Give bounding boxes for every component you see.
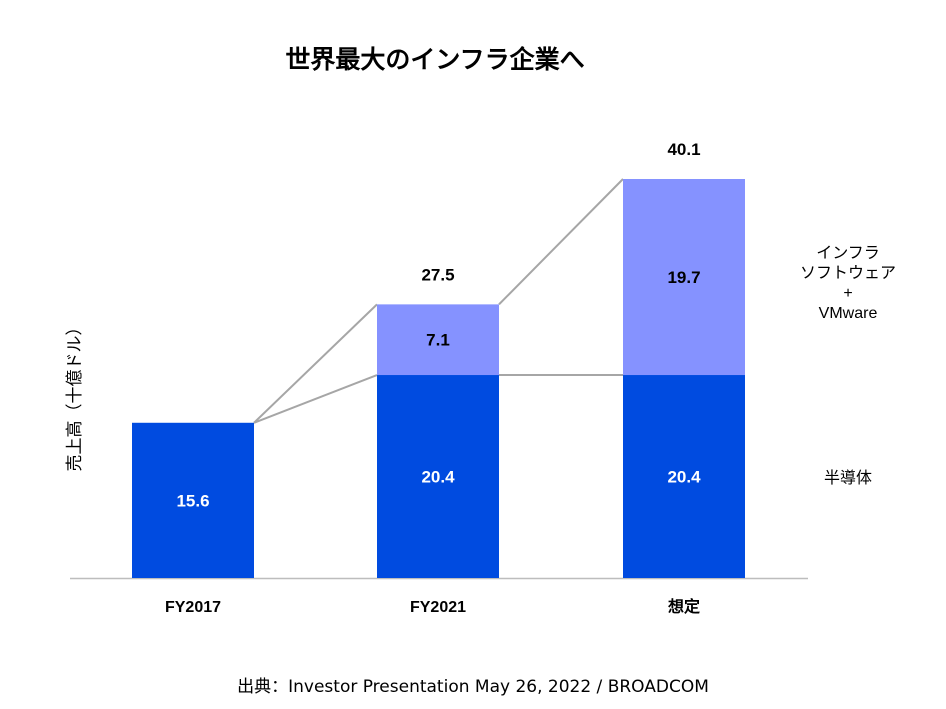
- series-label: 半導体: [824, 468, 872, 487]
- connector-line: [498, 178, 624, 306]
- connector-line: [253, 374, 378, 424]
- data-label: 19.7: [667, 268, 700, 287]
- bar-segment: [377, 304, 499, 376]
- x-tick-label: FY2021: [410, 599, 466, 616]
- data-label: 20.4: [421, 468, 455, 487]
- chart-title: 世界最大のインフラ企業へ: [285, 45, 585, 74]
- data-label: 7.1: [426, 331, 450, 350]
- source-note: 出典：Investor Presentation May 26, 2022 / …: [237, 677, 709, 697]
- bar-segment: [623, 179, 745, 376]
- series-label: インフラソフトウェア + VMware: [800, 245, 896, 322]
- series-label-line: VMware: [819, 305, 878, 322]
- data-label: 20.4: [667, 468, 701, 487]
- connector-line: [253, 303, 378, 424]
- series-label-line: +: [843, 285, 852, 302]
- series-label-line: ソフトウェア: [800, 264, 896, 282]
- bar-segment: [623, 375, 745, 578]
- bar-segment: [132, 422, 254, 578]
- total-label: 40.1: [667, 140, 700, 159]
- total-label: 27.5: [421, 265, 454, 284]
- x-tick-label: FY2017: [165, 599, 221, 616]
- data-label: 15.6: [176, 491, 209, 510]
- series-label-line: インフラ: [816, 245, 880, 262]
- y-axis-label: 売上高（十億ドル）: [65, 319, 84, 472]
- bar-segment: [377, 375, 499, 578]
- x-tick-label: 想定: [667, 597, 700, 616]
